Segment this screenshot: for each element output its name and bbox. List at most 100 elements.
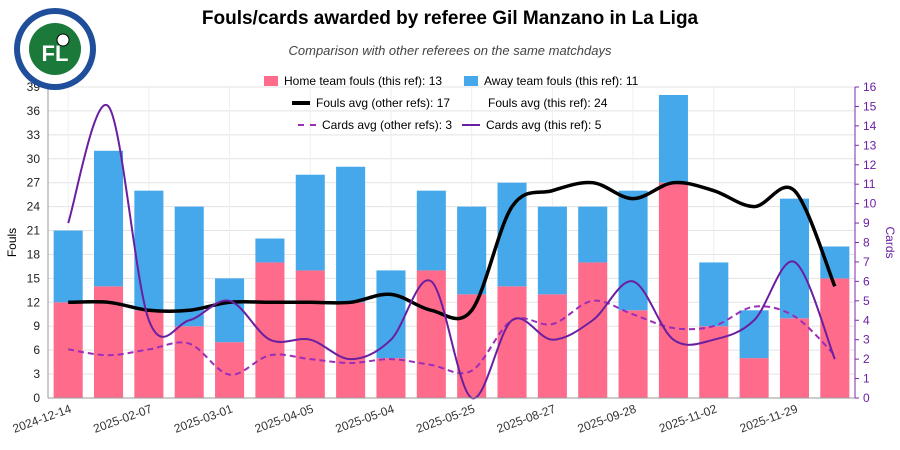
y-tick-label: 3 <box>33 367 40 381</box>
y2-tick-label: 3 <box>863 333 870 347</box>
y2-tick-label: 9 <box>863 216 870 230</box>
legend-fouls-avg-this-label: Fouls avg (this ref): 24 <box>488 96 608 110</box>
bar-home-12 <box>537 294 567 398</box>
legend-home-swatch <box>264 76 278 86</box>
legend-fouls-avg-other[interactable]: Fouls avg (other refs): 17 <box>292 96 450 110</box>
y2-tick-label: 7 <box>863 255 870 269</box>
bar-away-7 <box>336 166 366 303</box>
bar-home-8 <box>376 358 406 398</box>
y2-tick-label: 14 <box>863 119 877 133</box>
y2-tick-label: 11 <box>863 177 876 191</box>
y2-tick-label: 12 <box>863 158 877 172</box>
legend-away-label: Away team fouls (this ref): 11 <box>484 74 639 88</box>
legend-cards-avg-other-swatch <box>298 124 316 126</box>
legend-cards-avg-this[interactable]: Cards avg (this ref): 5 <box>462 118 601 132</box>
bar-home-2 <box>134 310 164 398</box>
y-tick-label: 18 <box>27 247 41 261</box>
x-tick-label: 2025-09-28 <box>576 402 639 436</box>
chart-title: Fouls/cards awarded by referee Gil Manza… <box>201 8 699 29</box>
bar-home-9 <box>416 270 446 398</box>
x-tick-label: 2025-08-27 <box>495 402 558 436</box>
x-tick-label: 2025-04-05 <box>253 402 316 436</box>
legend-fouls-avg-swatch <box>292 101 310 105</box>
bar-home-14 <box>618 310 648 398</box>
legend-cards-avg-this-swatch <box>462 124 480 126</box>
bar-group <box>53 94 850 398</box>
y2-tick-label: 16 <box>863 80 877 94</box>
bar-home-15 <box>658 182 688 398</box>
x-tick-label: 2025-11-02 <box>657 402 719 436</box>
bar-away-3 <box>174 206 204 327</box>
x-tick-label: 2025-11-29 <box>738 402 800 436</box>
bar-away-0 <box>53 230 83 303</box>
legend-cards-avg-other-label: Cards avg (other refs): 3 <box>322 118 453 132</box>
legend-away-swatch <box>464 76 478 86</box>
y-tick-label: 27 <box>27 176 41 190</box>
bar-home-13 <box>578 262 608 398</box>
brand-logo: FOOTBALL-LINEUPS.COM FL <box>12 6 98 92</box>
bar-home-17 <box>739 358 769 398</box>
line-cards-avg-this <box>67 103 836 400</box>
y-axis-title: Fouls <box>5 228 19 257</box>
y2-tick-label: 6 <box>863 274 870 288</box>
x-tick-label: 2025-03-01 <box>172 402 235 436</box>
bar-home-7 <box>336 302 366 398</box>
y-tick-label: 36 <box>27 104 41 118</box>
logo-letters: FL <box>42 41 69 66</box>
legend-home-label: Home team fouls (this ref): 13 <box>284 74 443 88</box>
bar-away-8 <box>376 270 406 359</box>
bar-home-11 <box>497 286 527 398</box>
bar-home-3 <box>174 326 204 398</box>
bar-home-6 <box>295 270 325 398</box>
legend-cards-avg-this-label: Cards avg (this ref): 5 <box>486 118 602 132</box>
legend-away-fouls[interactable]: Away team fouls (this ref): 11 <box>464 74 638 88</box>
legend-fouls-avg-this[interactable]: Fouls avg (this ref): 24 <box>488 96 607 110</box>
y-tick-label: 30 <box>27 152 41 166</box>
bar-away-18 <box>779 198 810 319</box>
y2-tick-label: 15 <box>863 99 877 113</box>
bar-away-16 <box>699 262 729 327</box>
y-tick-label: 6 <box>33 343 40 357</box>
y2-tick-label: 8 <box>863 236 870 250</box>
y2-tick-label: 0 <box>863 391 870 405</box>
bar-away-1 <box>93 150 124 287</box>
bar-away-12 <box>537 206 567 295</box>
y-tick-label: 24 <box>27 200 41 214</box>
y-tick-label: 12 <box>27 295 41 309</box>
bar-away-4 <box>215 278 245 343</box>
bar-away-5 <box>255 238 285 263</box>
line-fouls-avg-other <box>68 180 837 321</box>
y2-tick-label: 5 <box>863 294 870 308</box>
x-tick-label: 2024-12-14 <box>11 402 74 436</box>
x-tick-label: 2025-05-04 <box>334 402 397 436</box>
y-tick-label: 0 <box>33 391 40 405</box>
y2-axis-title: Cards <box>883 226 897 258</box>
y2-tick-label: 10 <box>863 197 877 211</box>
bar-away-13 <box>578 206 608 263</box>
y-tick-label: 33 <box>27 128 41 142</box>
line-cards-avg-other <box>68 299 836 376</box>
y2-tick-label: 2 <box>863 352 870 366</box>
bar-away-6 <box>295 174 325 271</box>
chart-subtitle: Comparison with other referees on the sa… <box>288 43 612 58</box>
legend-cards-avg-other[interactable]: Cards avg (other refs): 3 <box>298 118 452 132</box>
x-tick-label: 2025-02-07 <box>91 402 154 436</box>
bar-away-17 <box>739 310 769 359</box>
y2-tick-label: 13 <box>863 138 877 152</box>
bar-away-15 <box>658 94 688 183</box>
y-tick-label: 15 <box>27 271 41 285</box>
grid-lines <box>48 86 855 399</box>
legend-fouls-avg-other-label: Fouls avg (other refs): 17 <box>316 96 451 110</box>
y2-tick-label: 4 <box>863 313 870 327</box>
bar-home-19 <box>820 278 850 398</box>
bar-away-2 <box>134 190 164 311</box>
bar-away-11 <box>497 182 527 287</box>
bar-away-9 <box>416 190 446 271</box>
y-tick-label: 9 <box>33 319 40 333</box>
bar-home-18 <box>779 318 810 398</box>
line-group <box>67 103 837 400</box>
bar-away-10 <box>457 206 487 295</box>
legend-home-fouls[interactable]: Home team fouls (this ref): 13 <box>264 74 442 88</box>
y2-tick-label: 1 <box>863 372 870 386</box>
